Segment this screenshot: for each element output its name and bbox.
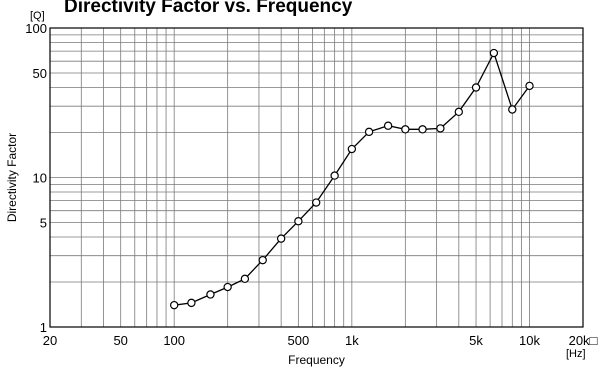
x-tick-label: 500 (288, 333, 310, 348)
y-tick-label: 50 (33, 66, 47, 81)
data-point (489, 48, 499, 58)
data-point (311, 198, 321, 207)
x-tick-label: 20 (43, 333, 57, 348)
x-unit-label: [Hz] (566, 348, 586, 360)
data-point (206, 290, 215, 299)
y-axis-label: Directivity Factor (5, 133, 19, 222)
data-point (454, 107, 464, 117)
data-point (364, 127, 374, 137)
y-unit-label: [Q] (30, 10, 45, 22)
data-point (525, 81, 534, 91)
x-tick-labels: 20 50 100 500 1k 5k 10k 20k□ (43, 333, 598, 348)
data-point (276, 234, 286, 243)
data-point (418, 125, 427, 134)
y-tick-label: 10 (33, 171, 47, 186)
y-tick-label: 1 (40, 320, 47, 335)
data-point (223, 282, 232, 292)
data-point (436, 124, 445, 133)
data-point (471, 83, 481, 92)
chart-title: Directivity Factor vs. Frequency (64, 0, 353, 17)
y-tick-label: 100 (25, 21, 47, 36)
x-tick-label: 100 (163, 333, 185, 348)
x-tick-label: 5k (469, 333, 483, 348)
data-point (240, 274, 250, 284)
x-tick-label: 50 (113, 333, 127, 348)
data-point (169, 300, 179, 310)
data-point (258, 255, 267, 265)
data-markers (169, 48, 534, 310)
plot-frame (49, 27, 584, 328)
data-point (187, 298, 196, 308)
data-point (508, 105, 517, 114)
y-tick-labels: 1 5 10 50 100 (25, 21, 47, 335)
x-tick-label: 10k (519, 333, 540, 348)
x-tick-label: 20k□ (569, 333, 598, 348)
y-tick-label: 5 (40, 216, 47, 231)
data-point (401, 125, 410, 134)
grid-lines (49, 28, 584, 327)
x-tick-label: 1k (345, 333, 359, 348)
data-point (347, 144, 357, 154)
data-point (294, 217, 303, 226)
data-point (383, 121, 393, 130)
data-point (330, 171, 339, 180)
x-axis-label: Frequency (288, 353, 345, 367)
